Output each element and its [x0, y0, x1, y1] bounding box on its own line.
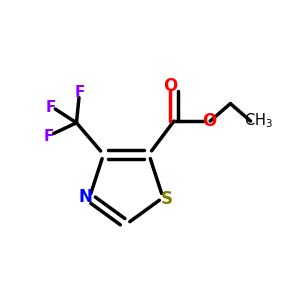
- Text: O: O: [163, 77, 177, 95]
- Text: CH$_3$: CH$_3$: [244, 111, 273, 130]
- Text: S: S: [160, 190, 172, 208]
- Text: F: F: [44, 129, 54, 144]
- Text: F: F: [45, 100, 56, 115]
- Text: N: N: [79, 188, 93, 206]
- Text: O: O: [202, 112, 216, 130]
- Text: F: F: [75, 85, 86, 100]
